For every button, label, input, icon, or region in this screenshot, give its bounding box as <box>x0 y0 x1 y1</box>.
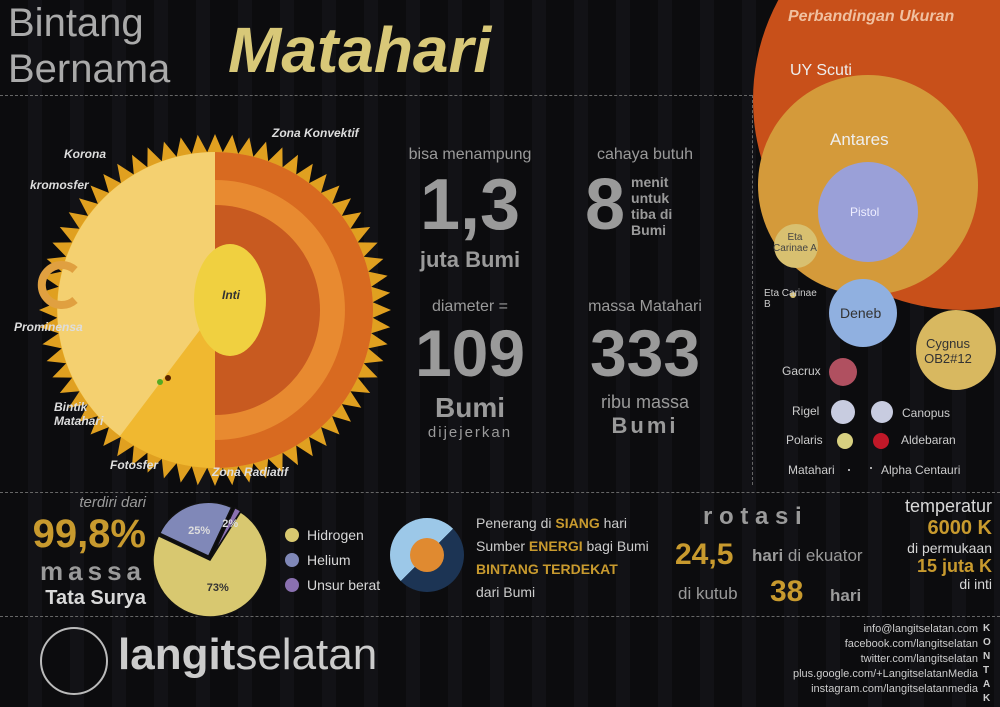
rotation-pole-value: 38 <box>770 575 804 608</box>
rotation-equator: hari di ekuator <box>752 546 863 565</box>
legend-item: Unsur berat <box>285 572 380 597</box>
label-zona-radiatif: Zona Radiatif <box>212 465 289 479</box>
pie-slice-helium <box>158 501 233 558</box>
divider <box>752 95 753 485</box>
star-label: Aldebaran <box>901 433 956 447</box>
title-line-1: Bintang <box>8 1 144 45</box>
pie-legend: Hidrogen Helium Unsur berat <box>285 522 380 597</box>
sun-diagram <box>37 134 391 486</box>
fact-light: cahaya butuh 8 menit untuk tiba di Bumi <box>585 146 694 246</box>
star-label: Gacrux <box>782 364 821 378</box>
star-label: Antares <box>830 130 889 149</box>
legend-swatch <box>285 552 299 567</box>
fact-mass: massa Matahari 333 ribu massa Bumi <box>588 298 702 438</box>
mass-fact: terdiri dari 99,8% massa Tata Surya <box>32 494 146 610</box>
brand-name: langitselatan <box>118 630 378 679</box>
sun-roles: Penerang di SIANG hari Sumber ENERGI bag… <box>476 515 649 600</box>
star-label: UY Scuti <box>790 62 852 79</box>
label-inti: Inti <box>222 288 240 302</box>
divider <box>0 616 1000 617</box>
star-label: Rigel <box>792 404 820 418</box>
rotation-pole-unit: hari <box>830 586 862 605</box>
contact-googleplus[interactable]: plus.google.com/+LangitselatanMedia <box>793 668 978 680</box>
temperature: temperatur 6000 K di permukaan 15 juta K… <box>904 496 992 593</box>
title-prefix: Bintang Bernama <box>8 0 170 92</box>
fact-capacity: bisa menampung 1,3 juta Bumi <box>408 146 532 273</box>
contact-label: KONTAK <box>983 623 991 704</box>
divider <box>0 95 752 96</box>
label-fotosfer: Fotosfer <box>110 458 158 472</box>
pie-label: 25% <box>188 525 210 537</box>
legend-item: Hidrogen <box>285 522 380 547</box>
star-label: Cygnus OB2#12 <box>924 336 972 366</box>
star-label: Polaris <box>786 433 823 447</box>
title-highlight: Matahari <box>228 14 492 86</box>
label-kromosfer: kromosfer <box>30 178 89 192</box>
comparison-title: Perbandingan Ukuran <box>788 8 955 25</box>
label-zona-konvektif: Zona Konvektif <box>272 126 359 140</box>
legend-swatch <box>285 527 299 542</box>
star-label: Pistol <box>850 205 880 219</box>
legend-item: Helium <box>285 547 380 572</box>
contact-email[interactable]: info@langitselatan.com <box>863 623 978 635</box>
contact-links: info@langitselatan.com facebook.com/lang… <box>760 622 978 697</box>
star-label: Alpha Centauri <box>881 463 961 477</box>
divider <box>0 492 1000 493</box>
contact-facebook[interactable]: facebook.com/langitselatan <box>844 638 978 650</box>
label-korona: Korona <box>64 147 106 161</box>
legend-label: Helium <box>307 551 351 568</box>
legend-swatch <box>285 577 299 592</box>
rotation-equator-value: 24,5 <box>675 538 734 571</box>
brand-seal <box>40 627 108 695</box>
rotation-pole-label: di kutub <box>678 584 738 603</box>
rotation-title: r o t a s i <box>703 503 802 530</box>
star-label: Eta Carinae B <box>764 288 817 310</box>
day-night-icon <box>390 518 464 592</box>
star-label: Eta Carinae A <box>773 232 817 254</box>
star-label: Matahari <box>788 463 835 477</box>
size-comparison <box>753 0 1000 471</box>
fact-diameter: diameter = 109 Bumi dijejerkan <box>414 298 526 442</box>
pie-label: 73% <box>207 582 229 594</box>
composition-pie: 73% 25% 2% <box>152 501 268 618</box>
legend-label: Unsur berat <box>307 576 381 593</box>
contact-twitter[interactable]: twitter.com/langitselatan <box>860 653 978 665</box>
star-label: Canopus <box>902 406 951 420</box>
title-line-2: Bernama <box>8 47 171 91</box>
label-bintik: Bintik Matahari <box>54 400 104 428</box>
pie-slice-unsur-berat <box>211 506 242 557</box>
legend-label: Hidrogen <box>307 526 364 543</box>
pie-slice-hidrogen <box>152 510 268 618</box>
pie-label: 2% <box>222 518 238 530</box>
star-label: Deneb <box>840 305 882 321</box>
label-prominensa: Prominensa <box>14 320 83 334</box>
contact-instagram[interactable]: instagram.com/langitselatanmedia <box>811 683 978 695</box>
